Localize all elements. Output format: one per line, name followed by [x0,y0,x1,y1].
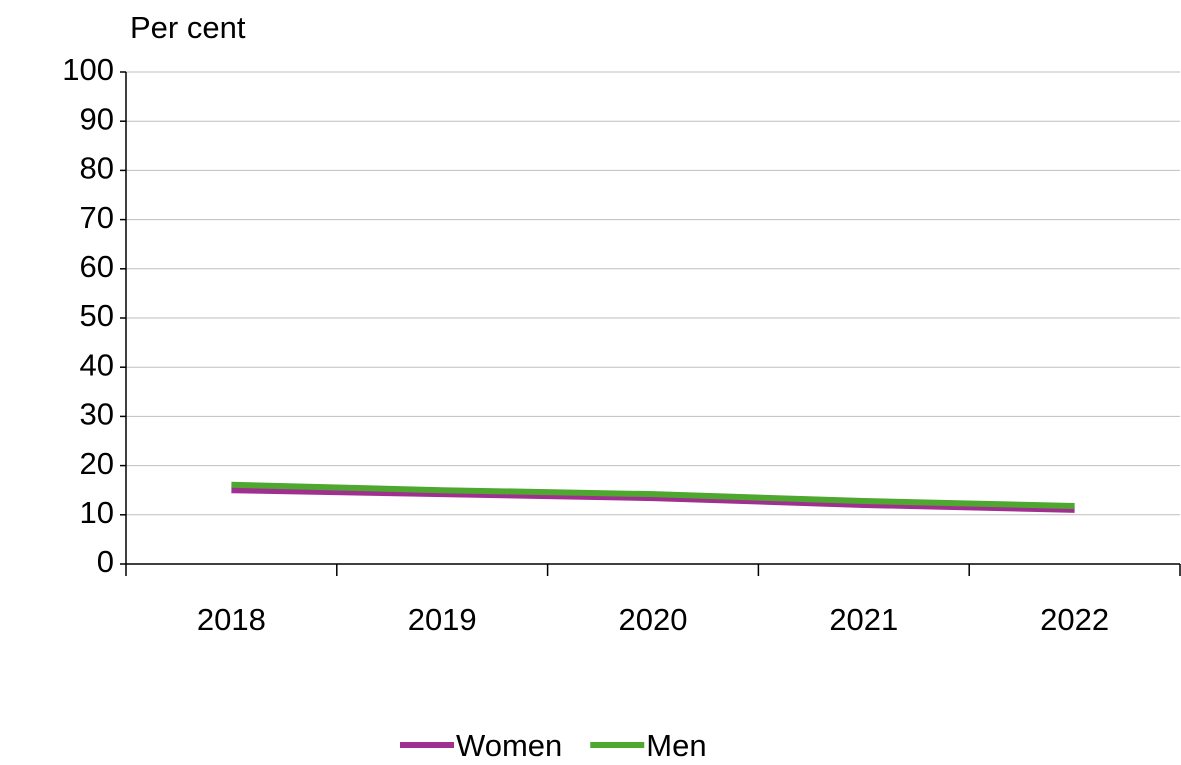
line-series [231,487,1075,513]
legend-label: Men [646,728,706,763]
y-tick-label: 10 [80,495,114,530]
x-tick-label: 2019 [408,602,477,637]
y-tick-label: 0 [97,544,114,579]
y-tick-label: 60 [80,249,114,284]
y-tick-label: 40 [80,347,114,382]
y-tick-label: 20 [80,446,114,481]
y-tick-label: 30 [80,397,114,432]
y-tick-label: 50 [80,298,114,333]
y-tick-label: 80 [80,151,114,186]
x-tick-label: 2021 [829,602,898,637]
x-tick-label: 2022 [1040,602,1109,637]
y-axis-label: Per cent [130,10,246,45]
x-tick-label: 2020 [619,602,688,637]
y-tick-label: 100 [62,52,114,87]
y-tick-label: 90 [80,101,114,136]
legend-label: Women [456,728,562,763]
x-tick-label: 2018 [197,602,266,637]
y-tick-label: 70 [80,200,114,235]
line-series [231,481,1075,509]
